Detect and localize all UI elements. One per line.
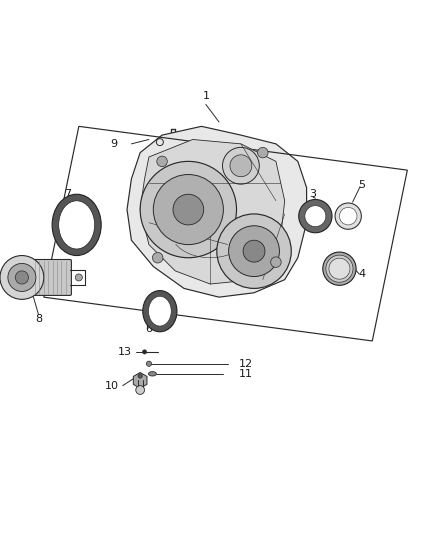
Polygon shape — [127, 126, 307, 297]
Circle shape — [230, 155, 252, 177]
Circle shape — [229, 226, 279, 277]
Text: 13: 13 — [118, 347, 132, 357]
Circle shape — [138, 374, 142, 378]
Circle shape — [8, 263, 36, 292]
Circle shape — [326, 255, 353, 282]
Circle shape — [157, 156, 167, 167]
Circle shape — [271, 257, 281, 268]
Polygon shape — [133, 373, 147, 388]
Circle shape — [142, 350, 147, 354]
Circle shape — [152, 253, 163, 263]
Circle shape — [140, 161, 237, 258]
Circle shape — [15, 271, 28, 284]
Circle shape — [146, 361, 152, 366]
Circle shape — [217, 214, 291, 288]
Circle shape — [339, 207, 357, 225]
Circle shape — [323, 252, 356, 285]
Ellipse shape — [148, 372, 156, 376]
Circle shape — [335, 203, 361, 229]
Ellipse shape — [59, 201, 95, 249]
FancyBboxPatch shape — [32, 260, 71, 295]
Text: 7: 7 — [64, 189, 71, 199]
Text: 1: 1 — [202, 91, 209, 101]
Polygon shape — [140, 140, 285, 284]
Circle shape — [329, 258, 350, 279]
Ellipse shape — [143, 290, 177, 332]
Text: 8: 8 — [35, 314, 42, 324]
Circle shape — [305, 206, 326, 227]
Circle shape — [75, 274, 82, 281]
Text: 11: 11 — [239, 369, 253, 379]
Circle shape — [153, 174, 223, 245]
Circle shape — [299, 199, 332, 233]
Text: 10: 10 — [105, 381, 119, 391]
Text: 5: 5 — [358, 180, 365, 190]
Text: 12: 12 — [239, 359, 253, 369]
Circle shape — [243, 240, 265, 262]
Circle shape — [136, 386, 145, 394]
Ellipse shape — [52, 194, 101, 255]
Text: 4: 4 — [359, 269, 366, 279]
Text: 6: 6 — [145, 324, 152, 334]
Text: 9: 9 — [110, 139, 117, 149]
Text: 3: 3 — [310, 189, 317, 199]
Circle shape — [0, 255, 44, 300]
Circle shape — [258, 147, 268, 158]
Ellipse shape — [148, 296, 171, 326]
Circle shape — [173, 194, 204, 225]
Circle shape — [223, 147, 259, 184]
